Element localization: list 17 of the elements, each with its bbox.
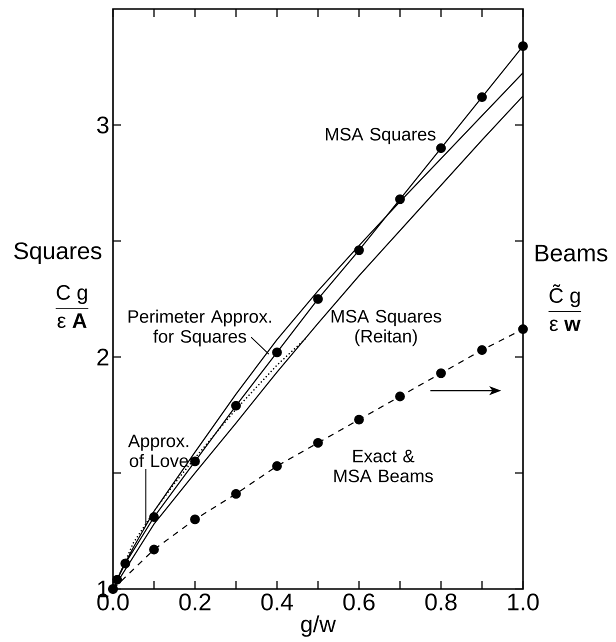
y-tick-label: 3: [97, 116, 108, 134]
x-axis-title: g/w: [301, 615, 336, 637]
text: $\frac{\text{C g}}{\text{ε }\textbf{A}}$: [56, 285, 88, 328]
x-tick-label: 0.6: [343, 594, 375, 610]
series-label: Perimeter Approx. for Squares: [128, 310, 272, 346]
text: $\frac{\text{C̃ g}}{\text{ε }\textbf{w}}$: [548, 284, 582, 332]
series-label: Approx. of Love: [128, 434, 188, 468]
series-label: MSA Squares: [326, 128, 436, 144]
x-tick-label: 0.2: [179, 594, 210, 610]
x-tick-label: 1.0: [508, 594, 539, 610]
y2-axis-title: Beams: [536, 244, 608, 262]
x-tick-label: 0.4: [261, 594, 293, 610]
y-tick-label: 2: [97, 348, 108, 366]
x-tick-label: 0.8: [425, 594, 457, 610]
y-axis-title: Squares: [14, 242, 102, 264]
series-label: MSA Squares (Reitan): [332, 310, 442, 346]
series-label: Exact & MSA Beams: [334, 450, 433, 482]
